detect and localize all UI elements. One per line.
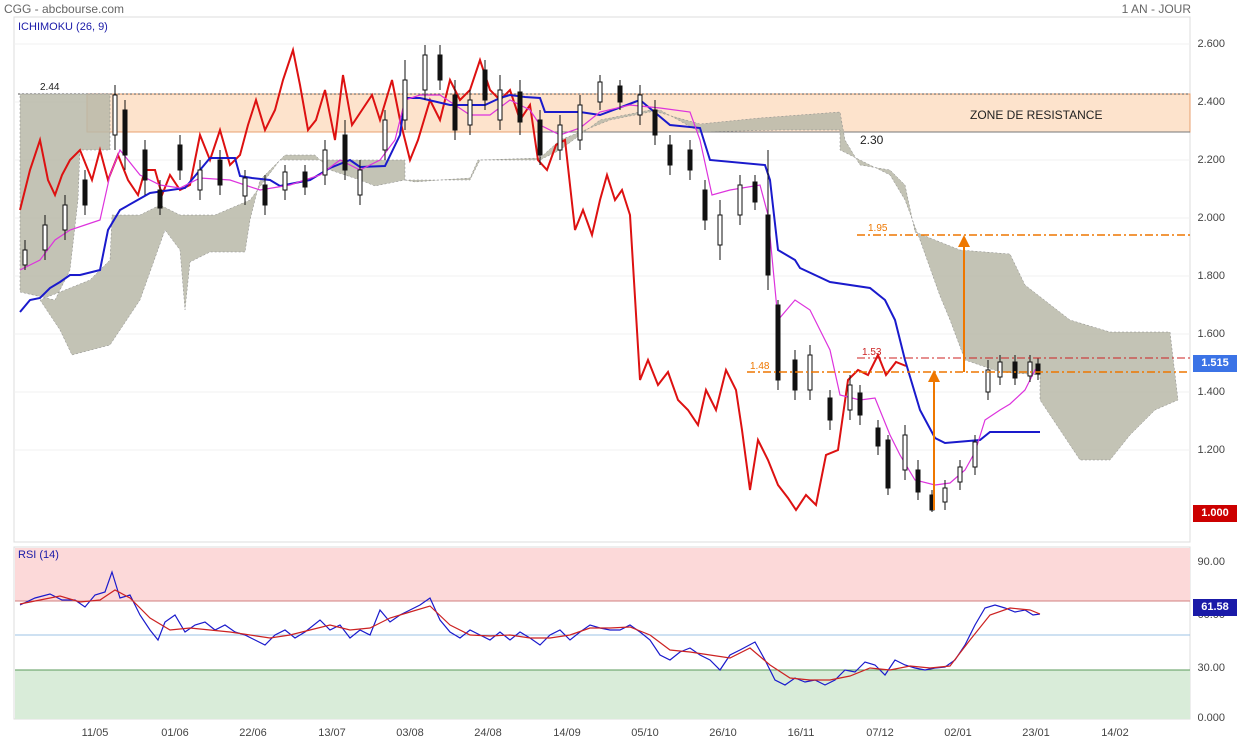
x-tick: 23/01 [1022,727,1050,739]
rsi-signal-line [19,589,1041,681]
price-candles [22,45,1041,512]
x-tick: 11/05 [81,727,109,739]
rsi-last-badge: 61.58 [1193,599,1237,616]
chart-source-title: CGG - abcbourse.com [4,2,125,16]
main-panel-frame [13,16,1191,543]
x-tick: 22/06 [239,727,267,739]
timeframe-label[interactable]: 1 AN - JOUR [1121,2,1191,16]
x-tick: 14/02 [1101,727,1129,739]
arrow-right [958,235,970,372]
y-tick: 2.200 [1197,154,1225,166]
low-price-badge: 1.000 [1193,505,1237,522]
resistance-zone-label: ZONE DE RESISTANCE [970,108,1103,122]
level-230-label: 2.30 [860,133,884,147]
x-tick: 26/10 [709,727,737,739]
y-tick: 1.200 [1197,444,1225,456]
kijun-line [19,93,1040,445]
arrow-left [928,370,940,510]
x-tick: 03/08 [396,727,424,739]
rsi-y-tick: 0.000 [1197,712,1225,724]
rsi-y-tick: 90.00 [1197,556,1225,568]
x-tick: 02/01 [944,727,972,739]
main-gridlines [14,43,1190,451]
rsi-overbought-zone [15,548,1190,601]
ichimoku-indicator-label[interactable]: ICHIMOKU (26, 9) [18,21,108,33]
last-price-badge: 1.515 [1193,355,1237,372]
rsi-indicator-label[interactable]: RSI (14) [18,549,59,561]
level-195-label: 1.95 [868,223,888,234]
y-tick: 1.400 [1197,386,1225,398]
y-tick: 2.400 [1197,96,1225,108]
y-tick: 1.800 [1197,270,1225,282]
x-tick: 14/09 [553,727,581,739]
rsi-oversold-zone [15,670,1190,719]
ichimoku-cloud [19,93,1179,461]
rsi-y-tick: 30.00 [1197,662,1225,674]
x-tick: 01/06 [161,727,189,739]
tenkan-line [19,94,1041,486]
rsi-line [19,570,1041,686]
x-tick: 07/12 [866,727,894,739]
y-tick: 2.000 [1197,212,1225,224]
y-tick: 2.600 [1197,38,1225,50]
level-148-label: 1.48 [750,361,770,372]
level-153-label: 1.53 [862,347,882,358]
x-tick: 13/07 [318,727,346,739]
y-tick: 1.600 [1197,328,1225,340]
x-tick: 24/08 [474,727,502,739]
x-tick: 05/10 [631,727,659,739]
x-tick: 16/11 [787,727,815,739]
level-244-label: 2.44 [40,82,60,93]
